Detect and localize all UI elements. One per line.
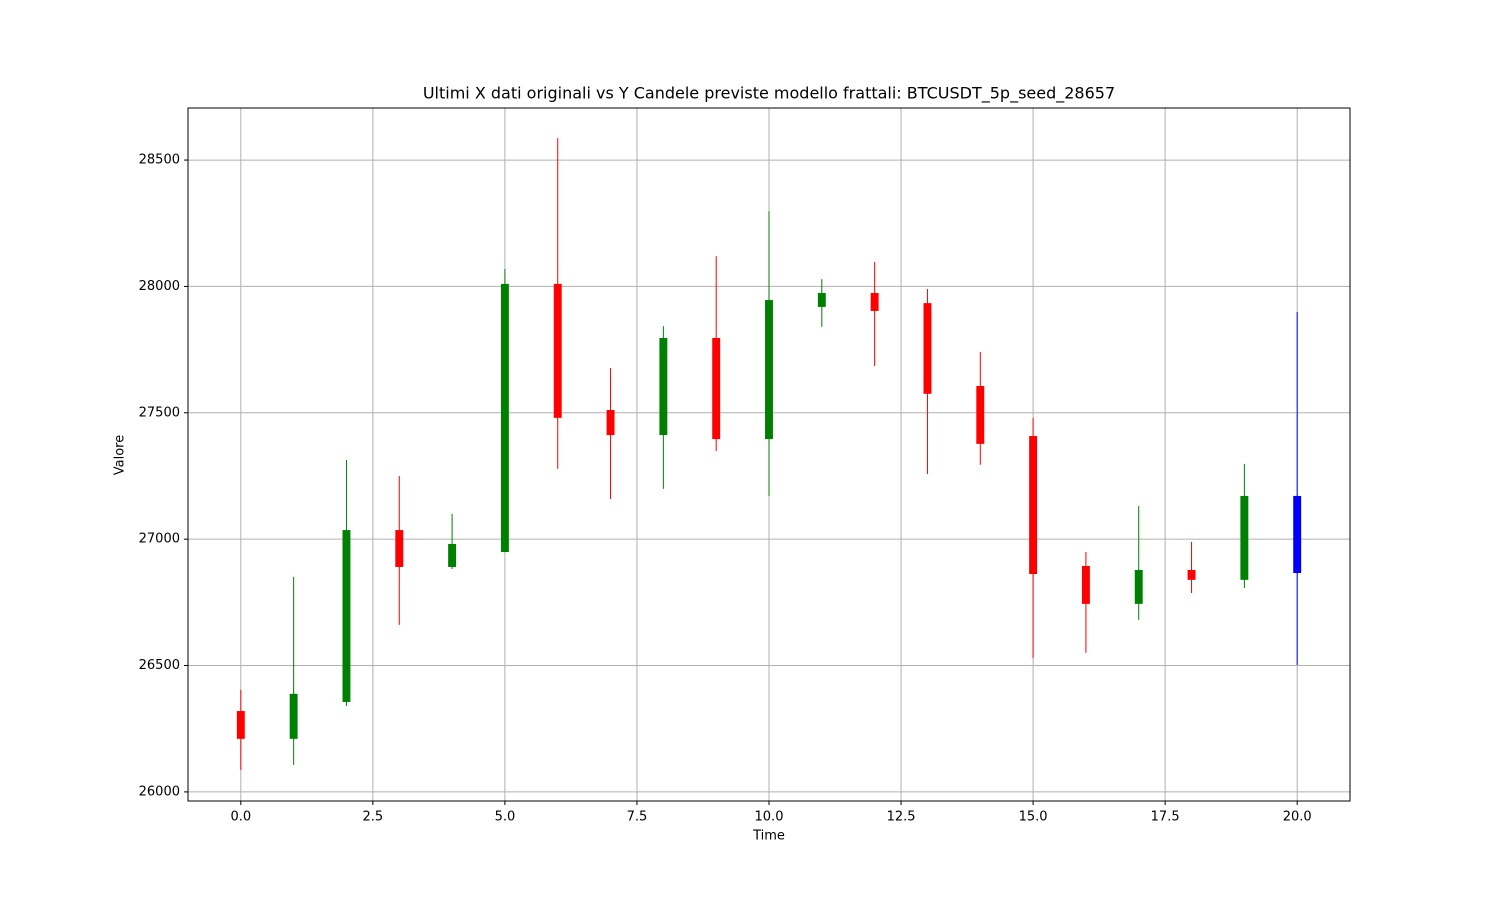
- candle-body: [1293, 495, 1302, 574]
- candle-body: [1029, 436, 1038, 575]
- candle-body: [1134, 570, 1143, 604]
- candle-body: [659, 337, 668, 436]
- x-tick-label: 2.5: [363, 810, 384, 825]
- candle-body: [606, 410, 615, 436]
- candle-body: [817, 293, 826, 307]
- candle-body: [500, 283, 509, 553]
- x-tick-label: 20.0: [1283, 810, 1312, 825]
- candle-body: [765, 300, 773, 440]
- x-tick-label: 12.5: [887, 810, 916, 825]
- candle-body: [1187, 570, 1196, 580]
- candle-body: [923, 303, 932, 394]
- candle-body: [976, 386, 985, 444]
- candle-body: [236, 711, 245, 739]
- x-tick-label: 10.0: [755, 810, 784, 825]
- chart-title: Ultimi X dati originali vs Y Candele pre…: [423, 84, 1115, 104]
- x-tick-label: 5.0: [495, 810, 516, 825]
- y-axis-label: Valore: [113, 435, 128, 475]
- candle-body: [289, 693, 298, 739]
- x-tick-label: 17.5: [1151, 810, 1180, 825]
- y-tick-label: 28000: [139, 279, 180, 294]
- candle-body: [342, 530, 351, 702]
- x-tick-label: 15.0: [1019, 810, 1048, 825]
- y-tick-label: 26000: [139, 784, 180, 799]
- candle-body: [1240, 495, 1249, 580]
- x-axis-label: Time: [752, 829, 785, 844]
- y-tick-label: 27000: [139, 532, 180, 547]
- candle-body: [712, 337, 721, 440]
- candle-body: [395, 530, 404, 567]
- candle-body: [553, 283, 562, 418]
- candle-body: [1081, 565, 1090, 604]
- x-tick-label: 7.5: [627, 810, 648, 825]
- y-tick-label: 27500: [139, 405, 180, 420]
- candle-body: [870, 293, 879, 311]
- y-tick-label: 26500: [139, 658, 180, 673]
- y-tick-label: 28500: [139, 153, 180, 168]
- x-tick-label: 0.0: [230, 810, 251, 825]
- plot-frame: [187, 107, 1351, 802]
- candle-body: [448, 543, 457, 567]
